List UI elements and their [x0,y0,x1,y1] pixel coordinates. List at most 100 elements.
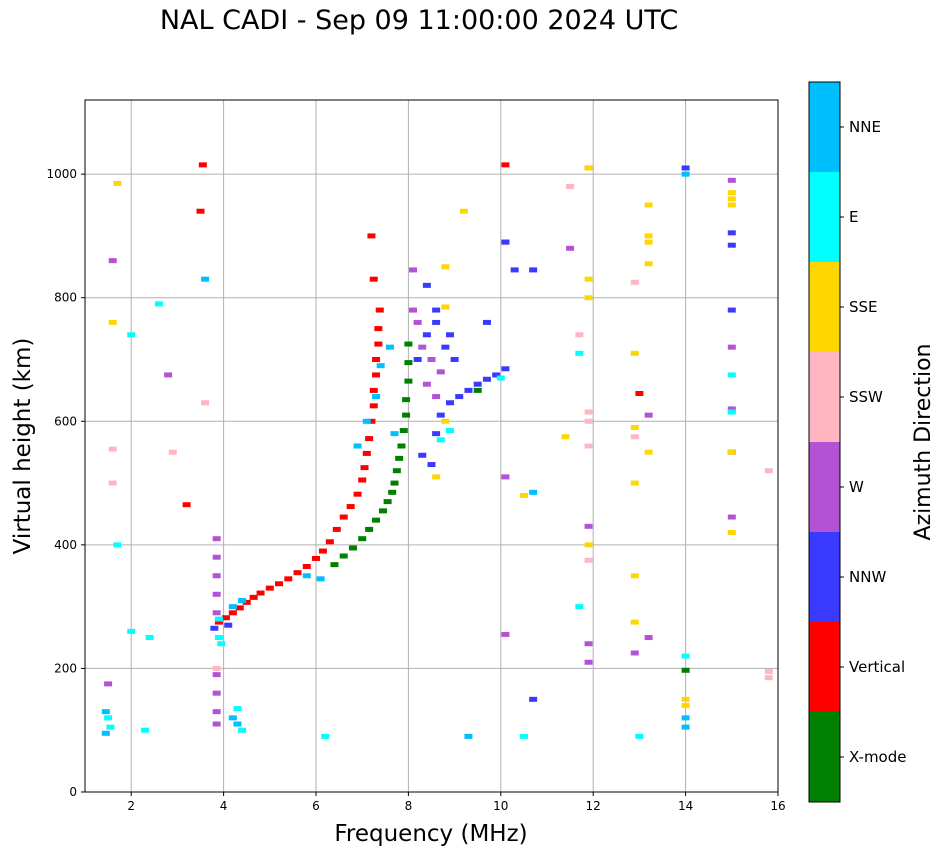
data-point-ssw [764,675,773,681]
data-point-x-mode [395,455,404,461]
data-point-nne [464,733,473,739]
data-point-w [108,258,117,264]
data-point-nnw [427,462,436,468]
data-point-nnw [418,452,427,458]
data-point-w [584,641,593,647]
data-point-e [445,428,454,434]
data-point-nne [302,573,311,579]
x-tick-label: 16 [770,799,785,813]
data-point-vertical [196,208,205,214]
data-point-nne [362,418,371,424]
data-point-sse [644,239,653,245]
data-point-nne [101,730,110,736]
data-point-vertical [235,605,244,611]
data-point-nne [681,171,690,177]
x-tick-label: 10 [493,799,508,813]
data-point-w [418,344,427,350]
data-point-ssw [108,480,117,486]
data-point-sse [113,180,122,186]
data-point-x-mode [383,499,392,505]
data-point-w [212,536,221,542]
data-point-nnw [510,267,519,273]
x-tick-label: 4 [220,799,228,813]
data-point-ssw [108,446,117,452]
data-point-vertical [369,387,378,393]
data-point-vertical [374,341,383,347]
data-point-nnw [413,357,422,362]
data-point-e [214,616,223,622]
y-axis-label: Virtual height (km) [10,338,36,555]
data-point-x-mode [348,545,357,551]
colorbar-segment [809,532,840,622]
data-point-w [422,381,431,387]
data-point-nnw [464,387,473,393]
data-point-vertical [325,539,334,545]
data-point-w [413,319,422,325]
colorbar-segment [809,172,840,262]
data-point-x-mode [681,667,690,673]
data-point-ssw [584,557,593,563]
data-point-nnw [492,372,501,378]
data-point-x-mode [402,412,411,418]
data-point-sse [644,261,653,267]
data-point-nnw [445,400,454,406]
y-tick-label: 1000 [46,167,77,181]
data-point-w [584,523,593,529]
data-point-sse [630,424,639,430]
data-point-vertical [256,590,265,596]
y-tick-label: 600 [54,414,77,428]
data-point-vertical [339,514,348,520]
data-point-nne [372,394,381,400]
data-point-x-mode [358,536,367,542]
data-point-nnw [727,242,736,248]
data-point-e [127,628,136,634]
data-point-nne [681,715,690,721]
data-point-x-mode [392,468,401,474]
data-point-e [104,715,113,721]
data-point-vertical [265,585,274,591]
data-point-e [496,375,505,381]
data-point-w [409,267,418,273]
data-point-vertical [214,619,223,625]
colorbar-segment [809,442,840,532]
data-point-w [727,344,736,350]
data-point-w [727,406,736,412]
data-point-w [432,394,441,400]
data-point-e [214,635,223,641]
data-point-sse [584,542,593,548]
data-point-sse [630,480,639,486]
data-point-x-mode [388,489,397,495]
data-point-x-mode [404,360,413,366]
data-point-w [212,554,221,560]
data-point-nnw [529,267,538,273]
data-point-nnw [529,696,538,702]
data-point-nnw [473,381,482,387]
data-point-nne [201,276,210,282]
data-point-nne [238,597,247,603]
data-point-vertical [375,307,384,313]
data-point-w [427,357,436,362]
colorbar-tick-label: X-mode [849,748,906,766]
data-point-ssw [584,409,593,415]
data-point-nnw [422,282,431,288]
data-point-nnw [432,431,441,437]
data-point-sse [644,202,653,208]
data-point-vertical [302,563,311,569]
data-point-x-mode [365,526,374,532]
data-points [101,162,773,739]
data-point-nne [353,443,362,449]
data-point-x-mode [378,508,387,514]
data-point-x-mode [404,341,413,347]
data-point-vertical [635,390,644,396]
data-point-w [409,307,418,313]
y-tick-label: 800 [54,291,77,305]
data-point-sse [644,449,653,455]
data-point-sse [459,208,468,214]
data-point-w [212,690,221,696]
data-point-vertical [221,615,230,621]
data-point-w [727,177,736,183]
y-tick-label: 200 [54,661,77,675]
data-point-ssw [168,449,177,455]
data-point-vertical [346,504,355,510]
data-point-sse [519,492,528,498]
